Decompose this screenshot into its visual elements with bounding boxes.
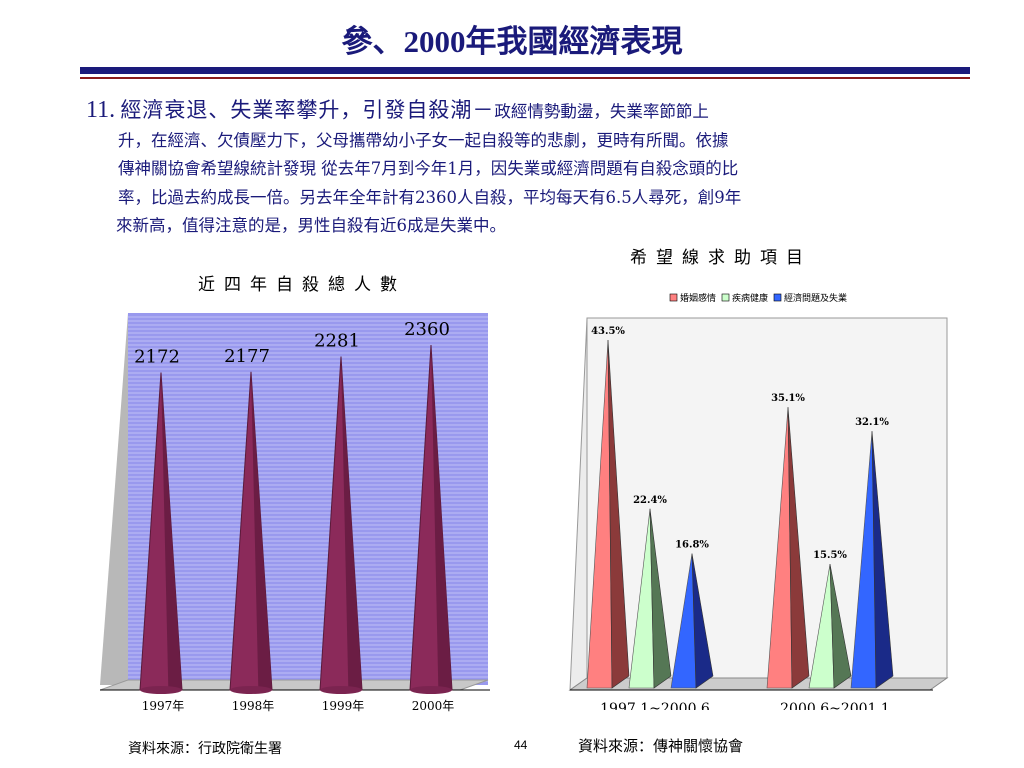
right-chart-legend-swatch bbox=[773, 293, 782, 302]
left-chart-cone-shade bbox=[431, 345, 452, 690]
title-rule-navy bbox=[80, 67, 970, 74]
right-chart-legend-label: 疾病健康 bbox=[732, 292, 768, 304]
paragraph-line-3: 傳神關協會希望線統計發現 從去年7月到今年1月，因失業或經濟問題有自殺念頭的比 bbox=[118, 159, 739, 178]
right-chart-legend-swatch bbox=[669, 293, 678, 302]
left-chart-data-label: 2360 bbox=[404, 319, 450, 340]
paragraph-lead: 經濟衰退、失業率攀升，引發自殺潮－ bbox=[120, 98, 495, 122]
paragraph-line-5: 來新高，值得注意的是，男性自殺有近6成是失業中。 bbox=[116, 216, 506, 235]
left-chart-cone-base bbox=[140, 686, 182, 694]
page-number: 44 bbox=[514, 738, 528, 752]
right-chart-data-label: 22.4% bbox=[633, 495, 667, 506]
right-chart-pyramid-side bbox=[691, 553, 714, 689]
left-chart-tick-label: 1999年 bbox=[322, 699, 365, 713]
right-chart-pyramid-side bbox=[787, 407, 810, 689]
left-chart: 2172 1997年 2177 1998年 2281 1999年 2360 2000年 bbox=[100, 313, 490, 713]
left-chart-data-label: 2281 bbox=[314, 331, 360, 352]
left-chart-cone-base bbox=[410, 686, 452, 694]
right-chart-legend-swatch bbox=[721, 293, 730, 302]
body-paragraph: 11. 經濟衰退、失業率攀升，引發自殺潮－政經情勢動盪，失業率節節上 升，在經濟… bbox=[86, 96, 976, 241]
right-chart-title: 希望線求助項目 bbox=[630, 248, 812, 268]
paragraph-line-4: 率，比過去約成長一倍。另去年全年計有2360人自殺，平均每天有6.5人尋死，創9… bbox=[118, 187, 742, 207]
left-chart-tick-label: 1997年 bbox=[142, 699, 185, 713]
slide-title: 參、2000年我國經濟表現 bbox=[341, 24, 683, 59]
paragraph-line-2: 升，在經濟、欠債壓力下，父母攜帶幼小子女一起自殺等的悲劇，更時有所聞。依據 bbox=[118, 130, 729, 150]
right-chart-pyramid-side bbox=[607, 339, 630, 689]
right-chart-data-label: 35.1% bbox=[771, 393, 805, 404]
left-chart-data-label: 2172 bbox=[134, 346, 180, 367]
left-chart-data-label: 2177 bbox=[224, 346, 270, 367]
right-chart-tick-label: 2000.6~2001.1 bbox=[780, 701, 890, 710]
left-source: 資料來源：行政院衛生署 bbox=[128, 741, 282, 757]
right-chart-data-label: 16.8% bbox=[675, 540, 709, 551]
right-chart: 婚姻感情 疾病健康 經濟問題及失業 43.5% 22.4% 16.8% 1997.1~200… bbox=[568, 292, 949, 710]
title-rule-red bbox=[80, 77, 970, 79]
right-chart-pyramid-side bbox=[829, 563, 852, 689]
right-chart-pyramid-side bbox=[649, 508, 672, 689]
right-chart-legend-label: 婚姻感情 bbox=[680, 292, 716, 304]
right-chart-data-label: 43.5% bbox=[591, 326, 625, 337]
left-chart-tick-label: 1998年 bbox=[232, 699, 275, 713]
left-chart-title: 近四年自殺總人數 bbox=[198, 275, 406, 295]
right-chart-legend-label: 經濟問題及失業 bbox=[784, 292, 847, 304]
right-chart-data-label: 15.5% bbox=[813, 550, 847, 561]
paragraph-number: 11. bbox=[86, 97, 116, 123]
left-chart-cone-base bbox=[230, 686, 272, 694]
left-chart-tick-label: 2000年 bbox=[412, 699, 455, 713]
right-chart-side-wall bbox=[569, 317, 588, 691]
right-chart-floor bbox=[568, 677, 949, 691]
right-chart-tick-label: 1997.1~2000.6 bbox=[600, 701, 710, 710]
paragraph-line-1: 政經情勢動盪，失業率節節上 bbox=[494, 102, 709, 121]
right-chart-data-label: 32.1% bbox=[855, 417, 889, 428]
right-source: 資料來源：傳神關懷協會 bbox=[578, 737, 744, 755]
right-chart-pyramid-side bbox=[871, 431, 894, 689]
left-chart-cone-base bbox=[320, 686, 362, 694]
